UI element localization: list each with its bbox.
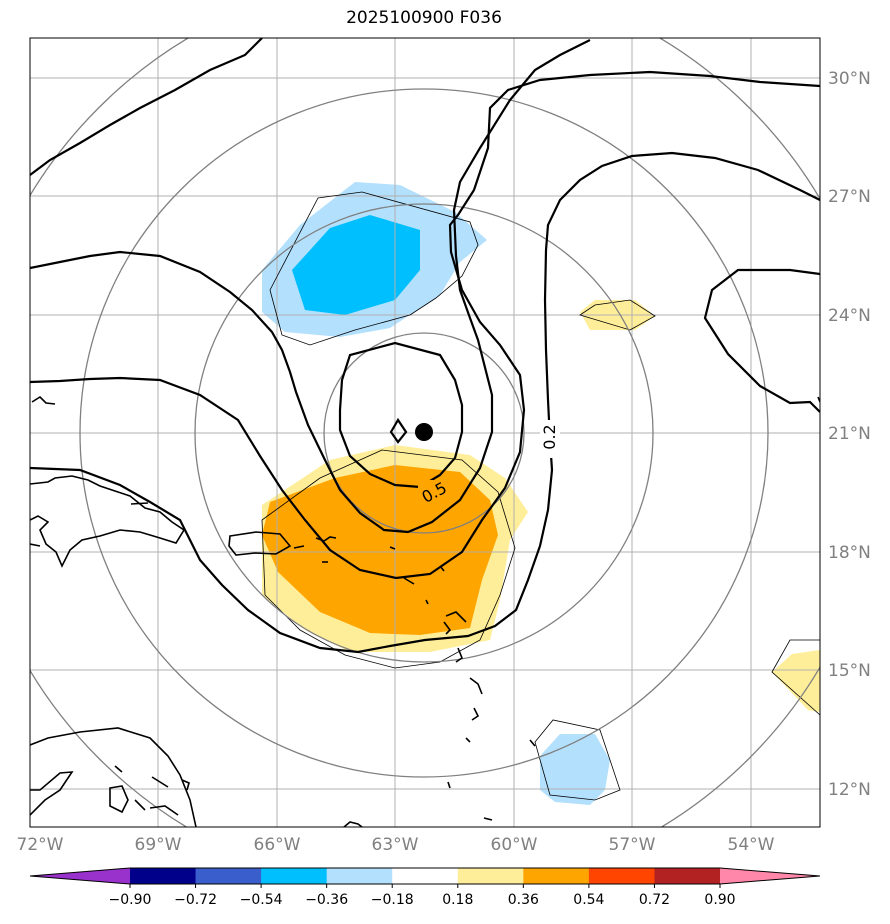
map-title: 2025100900 F036 — [346, 8, 502, 28]
colorbar-tick-label: 0.36 — [508, 892, 539, 908]
colorbar-extend-high — [720, 868, 820, 884]
colorbar-tick-label: −0.90 — [109, 892, 152, 908]
lon-label: 66°W — [254, 835, 301, 855]
lon-label: 63°W — [372, 835, 419, 855]
longitude-labels: 72°W 69°W 66°W 63°W 60°W 57°W 54°W — [17, 835, 775, 855]
puerto-rico-coast — [228, 531, 292, 556]
colorbar-segment — [588, 868, 655, 884]
lon-label: 69°W — [135, 835, 182, 855]
colorbar-tick-label: 0.18 — [442, 892, 473, 908]
gridlines — [30, 38, 820, 827]
colorbar-segment — [392, 868, 459, 884]
negative-anomaly-fill — [262, 182, 610, 805]
lon-label: 54°W — [728, 835, 775, 855]
colorbar-tick-label: −0.36 — [305, 892, 348, 908]
lon-label: 60°W — [491, 835, 538, 855]
range-rings — [30, 38, 820, 827]
low-center-contour — [338, 341, 464, 489]
colorbar-extend-low — [30, 868, 130, 884]
orange-fill — [262, 465, 498, 635]
colorbar-segment — [130, 868, 197, 884]
map-area: 0.5 0.2 — [30, 38, 820, 827]
small-diamond-contour — [389, 417, 408, 444]
lat-label: 21°N — [828, 424, 871, 444]
colorbar-segment — [261, 868, 328, 884]
colorbar-segment — [195, 868, 262, 884]
black-contours — [30, 38, 820, 654]
map-frame — [29, 37, 821, 828]
hispaniola-coast — [30, 475, 186, 568]
colorbar-segment — [523, 868, 590, 884]
colorbar-segment — [326, 868, 393, 884]
colorbar-segment — [457, 868, 524, 884]
colorbar-tick-label: 0.90 — [704, 892, 735, 908]
lat-label: 12°N — [828, 780, 871, 800]
coastlines — [30, 395, 820, 827]
lat-label: 27°N — [828, 187, 871, 207]
lon-label: 72°W — [17, 835, 64, 855]
lat-label: 15°N — [828, 661, 871, 681]
latitude-labels: 30°N 27°N 24°N 21°N 18°N 15°N 12°N — [828, 69, 871, 800]
contour-label-0-2: 0.2 — [540, 424, 559, 449]
lon-label: 57°W — [609, 835, 656, 855]
colorbar-tick-label: −0.72 — [174, 892, 217, 908]
lat-label: 24°N — [828, 306, 871, 326]
lat-label: 18°N — [828, 543, 871, 563]
cyan-fill — [292, 215, 420, 315]
colorbar-tick-label: −0.54 — [240, 892, 283, 908]
lat-label: 30°N — [828, 69, 871, 89]
colorbar-segment — [654, 868, 721, 884]
colorbar-tick-label: 0.72 — [639, 892, 670, 908]
light-blue-fill-south — [540, 734, 610, 805]
colorbar-tick-label: −0.18 — [371, 892, 414, 908]
colorbar-tick-label: 0.54 — [573, 892, 604, 908]
colorbar: −0.90 −0.72 −0.54 −0.36 −0.18 0.18 0.36 0.54 0.7… — [29, 867, 821, 908]
thin-outlines — [261, 191, 820, 801]
light-yellow-fill-far-east — [772, 650, 820, 712]
contour-labels: 0.5 0.2 — [418, 420, 560, 507]
storm-center-marker — [415, 423, 433, 441]
